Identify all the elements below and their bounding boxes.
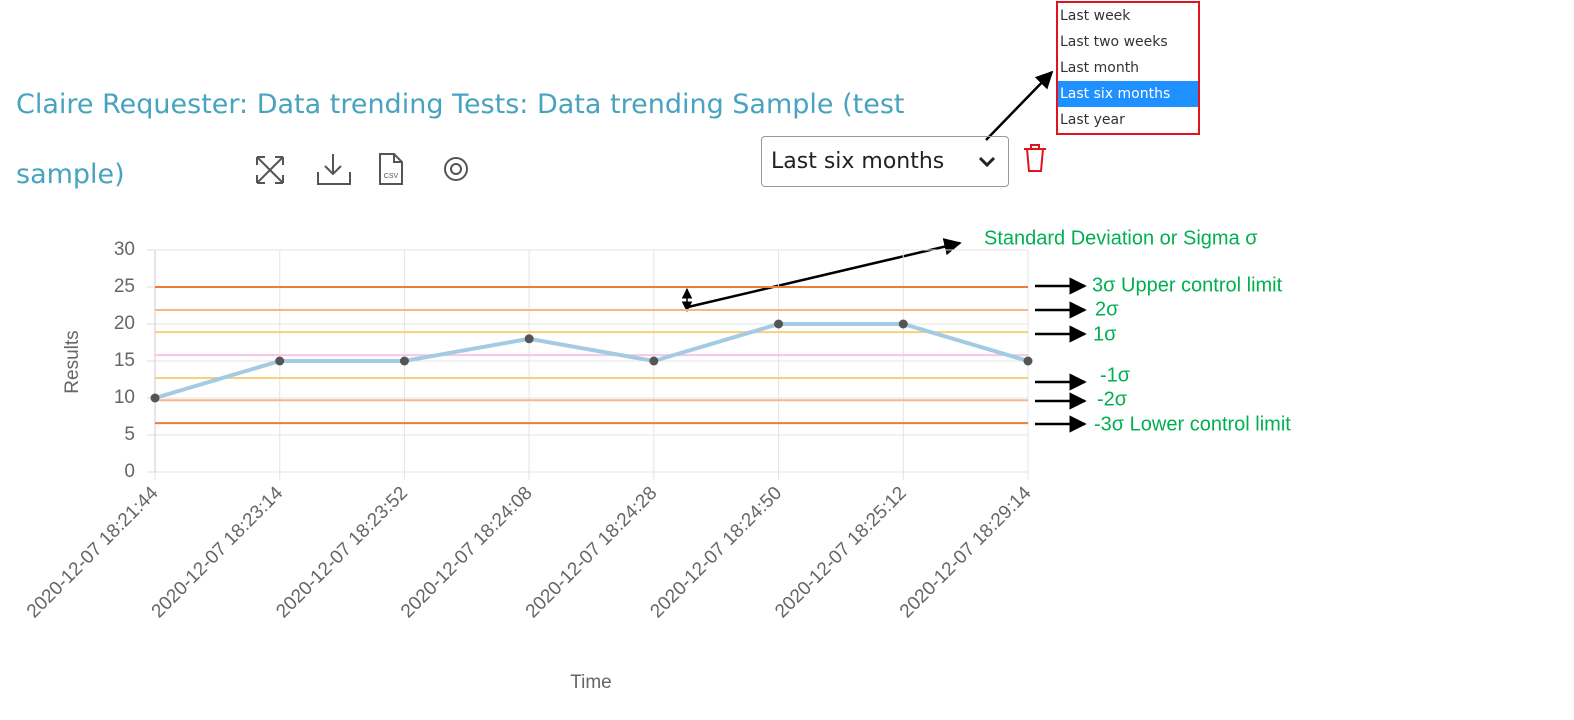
x-tick-label: 2020-12-07 18:21:44 [23, 482, 163, 622]
dropdown-option[interactable]: Last month [1060, 60, 1140, 76]
limit-annotation: -2σ [1097, 388, 1128, 410]
data-point [774, 319, 784, 329]
limit-annotation: -3σ Lower control limit [1094, 413, 1291, 435]
dropdown-option[interactable]: Last week [1060, 8, 1131, 24]
y-axis-label: Results [62, 330, 83, 393]
data-point [524, 334, 534, 344]
x-tick-label: 2020-12-07 18:23:52 [272, 483, 412, 623]
x-tick-label: 2020-12-07 18:24:28 [522, 483, 662, 623]
expand-icon[interactable] [256, 156, 284, 184]
csv-icon[interactable]: CSV [379, 153, 403, 185]
settings-icon[interactable] [444, 157, 468, 181]
annotation-arrows [681, 70, 1087, 433]
y-tick-label: 10 [114, 387, 135, 408]
limit-annotation: 1σ [1093, 323, 1117, 345]
delete-icon[interactable] [1024, 144, 1046, 172]
x-tick-label: 2020-12-07 18:23:14 [148, 482, 288, 622]
dropdown-value: Last six months [771, 149, 945, 174]
x-tick-label: 2020-12-07 18:24:08 [397, 483, 537, 623]
data-point [649, 356, 659, 366]
data-point [1023, 356, 1033, 366]
x-tick-label: 2020-12-07 18:29:14 [896, 482, 1036, 622]
x-axis-label: Time [570, 672, 612, 693]
y-tick-label: 0 [124, 461, 135, 482]
sigma-annotation: Standard Deviation or Sigma σ [984, 227, 1258, 249]
limit-annotation: 2σ [1095, 298, 1119, 320]
dropdown-option[interactable]: Last six months [1058, 81, 1198, 107]
series-line [154, 322, 1029, 400]
download-icon[interactable] [317, 154, 351, 185]
dropdown-chevron [978, 156, 996, 168]
data-point [399, 356, 409, 366]
x-tick-label: 2020-12-07 18:25:12 [771, 483, 911, 623]
data-point [275, 356, 285, 366]
dropdown-option[interactable]: Last two weeks [1060, 34, 1168, 50]
range-dropdown[interactable]: Last six months [761, 136, 1009, 187]
limit-annotation: -1σ [1100, 364, 1131, 386]
dropdown-option[interactable]: Last year [1060, 112, 1125, 128]
dropdown-options: Last week Last two weeks Last month Last si… [1056, 1, 1200, 135]
y-tick-label: 30 [114, 239, 135, 260]
y-tick-label: 25 [114, 276, 135, 297]
limit-annotation: 3σ Upper control limit [1092, 274, 1283, 296]
x-tick-label: 2020-12-07 18:24:50 [646, 483, 786, 623]
page-title: Claire Requester: Data trending Tests: D… [16, 89, 905, 190]
data-point [150, 393, 160, 403]
svg-text:CSV: CSV [384, 173, 399, 180]
y-tick-label: 20 [114, 313, 135, 334]
y-tick-label: 5 [124, 424, 135, 445]
y-tick-label: 15 [114, 350, 135, 371]
data-point [898, 319, 908, 329]
